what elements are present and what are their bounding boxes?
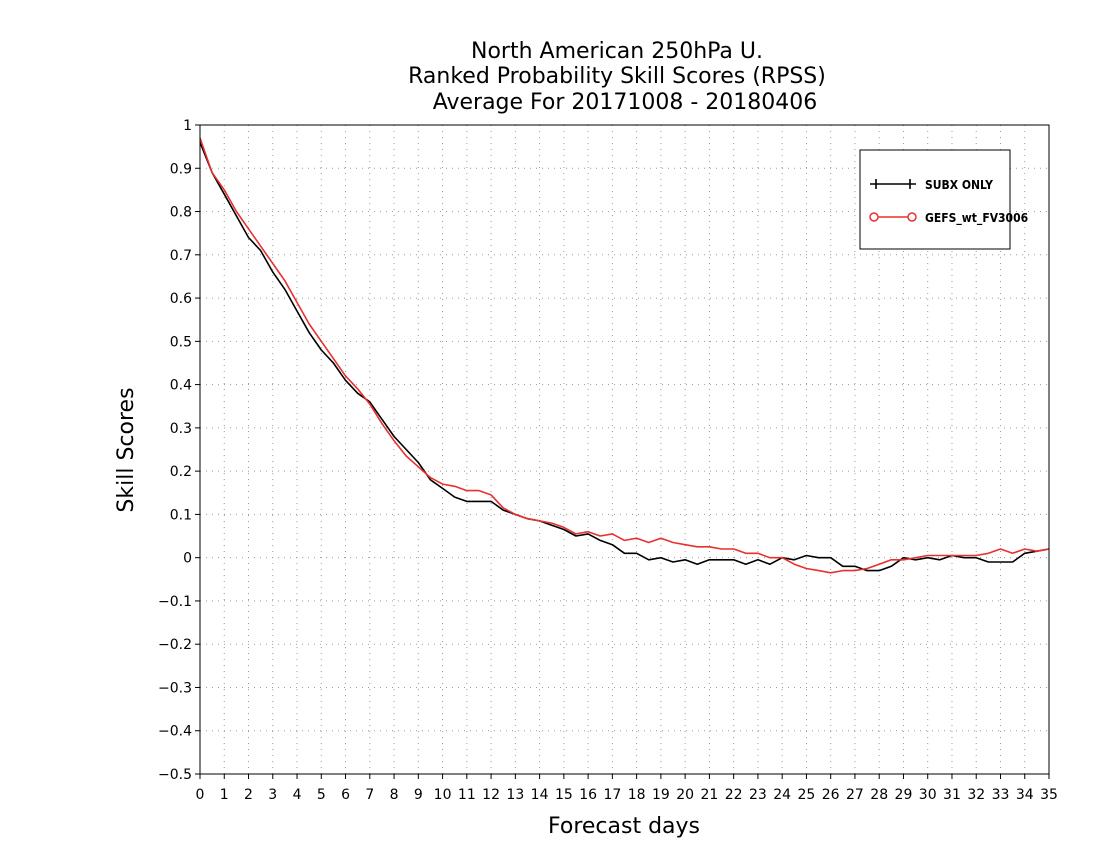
y-tick-label: 1 bbox=[183, 118, 192, 134]
x-tick-label: 9 bbox=[414, 787, 423, 803]
x-tick-label: 7 bbox=[365, 787, 374, 803]
y-tick-label: 0.9 bbox=[170, 161, 192, 177]
x-tick-label: 2 bbox=[244, 787, 253, 803]
chart-title-line-2: Ranked Probability Skill Scores (RPSS) bbox=[408, 64, 826, 89]
y-tick-label: 0 bbox=[183, 551, 192, 567]
plot-frame bbox=[199, 124, 1050, 775]
y-tick-label: −0.1 bbox=[158, 594, 192, 610]
x-tick-label: 15 bbox=[555, 787, 573, 803]
x-axis-title: Forecast days bbox=[548, 814, 700, 839]
y-axis-title: Skill Scores bbox=[114, 387, 139, 512]
legend-label: SUBX ONLY bbox=[925, 178, 993, 192]
grid-layer bbox=[200, 125, 1049, 774]
x-tick-label: 28 bbox=[870, 787, 888, 803]
y-tick-label: −0.2 bbox=[158, 637, 192, 653]
x-tick-label: 31 bbox=[943, 787, 961, 803]
x-tick-label: 5 bbox=[317, 787, 326, 803]
x-tick-label: 18 bbox=[628, 787, 646, 803]
y-tick-label: 0.3 bbox=[170, 421, 192, 437]
x-tick-label: 22 bbox=[725, 787, 743, 803]
legend: SUBX ONLY GEFS_wt_FV3006 bbox=[859, 149, 1028, 250]
y-tick-label: 0.1 bbox=[170, 507, 192, 523]
x-tick-label: 12 bbox=[482, 787, 500, 803]
x-tick-label: 3 bbox=[268, 787, 277, 803]
x-tick-label: 34 bbox=[1016, 787, 1034, 803]
x-tick-label: 14 bbox=[531, 787, 549, 803]
x-tick-label: 21 bbox=[700, 787, 718, 803]
x-tick-label: 8 bbox=[390, 787, 399, 803]
x-tick-label: 11 bbox=[458, 787, 476, 803]
x-tick-label: 4 bbox=[293, 787, 302, 803]
y-tick-label: −0.3 bbox=[158, 680, 192, 696]
x-tick-label: 17 bbox=[603, 787, 621, 803]
x-tick-label: 30 bbox=[919, 787, 937, 803]
x-tick-label: 13 bbox=[506, 787, 524, 803]
legend-circle-marker bbox=[869, 212, 879, 222]
x-tick-label: 26 bbox=[822, 787, 840, 803]
x-tick-label: 25 bbox=[798, 787, 816, 803]
legend-label: GEFS_wt_FV3006 bbox=[925, 211, 1028, 226]
x-tick-label: 23 bbox=[749, 787, 767, 803]
y-tick-label: 0.6 bbox=[170, 291, 192, 307]
y-tick-label: 0.5 bbox=[170, 334, 192, 350]
x-tick-label: 0 bbox=[196, 787, 205, 803]
y-tick-label: −0.5 bbox=[158, 767, 192, 783]
chart-title-line-3: Average For 20171008 - 20180406 bbox=[433, 90, 818, 115]
series-line-gefs-wt-fv3006 bbox=[199, 137, 1050, 574]
y-tick-label: 0.4 bbox=[170, 378, 192, 394]
x-tick-label: 10 bbox=[434, 787, 452, 803]
x-tick-label: 32 bbox=[967, 787, 985, 803]
x-tick-label: 1 bbox=[220, 787, 229, 803]
x-tick-label: 24 bbox=[773, 787, 791, 803]
legend-circle-marker bbox=[907, 212, 917, 222]
x-tick-label: 29 bbox=[895, 787, 913, 803]
x-tick-label: 20 bbox=[676, 787, 694, 803]
series-layer bbox=[199, 137, 1050, 574]
x-tick-label: 35 bbox=[1040, 787, 1058, 803]
legend-box bbox=[859, 149, 1011, 250]
chart-title-line-1: North American 250hPa U. bbox=[471, 39, 763, 64]
x-tick-label: 33 bbox=[992, 787, 1010, 803]
tick-layer: 1 0.9 0.8 0.7 0.6 0.5 0.4 0.3 0.2 0.1 0 −0.1 −0.2 −0.… bbox=[158, 118, 1058, 803]
x-tick-label: 6 bbox=[341, 787, 350, 803]
y-tick-label: −0.4 bbox=[158, 724, 192, 740]
y-tick-label: 0.8 bbox=[170, 205, 192, 221]
y-tick-label: 0.2 bbox=[170, 464, 192, 480]
x-tick-label: 19 bbox=[652, 787, 670, 803]
x-tick-label: 16 bbox=[579, 787, 597, 803]
chart-title: North American 250hPa U. Ranked Probabil… bbox=[408, 39, 826, 115]
x-tick-label: 27 bbox=[846, 787, 864, 803]
y-tick-label: 0.7 bbox=[170, 248, 192, 264]
